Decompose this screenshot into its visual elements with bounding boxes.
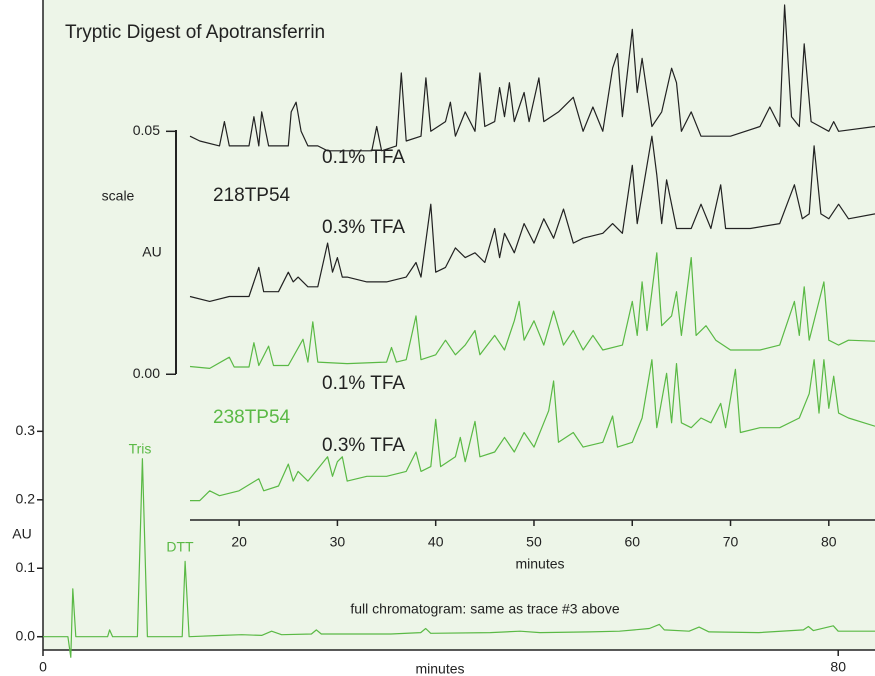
x-tick-label: 80 [830, 659, 846, 675]
x-tick-label: 30 [330, 534, 346, 550]
annotation: DTT [166, 539, 194, 555]
series-label: 0.1% TFA [322, 373, 405, 394]
x-axis-label: minutes [415, 661, 464, 676]
x-tick-label: 80 [821, 534, 837, 550]
x-tick-label: 0 [39, 659, 47, 675]
inset-x-axis-label: minutes [515, 556, 564, 572]
column-label: 218TP54 [213, 185, 291, 206]
y-tick-label: 0.0 [16, 627, 36, 643]
y-tick-label: 0.1 [16, 559, 36, 575]
x-tick-label: 60 [624, 534, 640, 550]
column-label: 238TP54 [213, 407, 291, 428]
x-tick-label: 40 [428, 534, 444, 550]
trace [189, 135, 875, 302]
y-tick-label: 0.3 [16, 422, 36, 438]
series-label: 0.3% TFA [322, 435, 405, 456]
series-label: 0.3% TFA [322, 217, 405, 238]
annotation: Tris [129, 441, 152, 457]
trace [190, 359, 875, 502]
series-label: 0.1% TFA [322, 147, 405, 168]
chart-title: Tryptic Digest of Apotransferrin [65, 22, 325, 43]
y-axis-label: AU [12, 526, 31, 542]
series-label: full chromatogram: same as trace #3 abov… [350, 601, 619, 617]
plot-background [43, 0, 875, 650]
inset-y-axis-label: AU [142, 244, 161, 260]
trace [189, 4, 875, 152]
x-tick-label: 20 [231, 534, 247, 550]
y-tick-label: 0.05 [133, 122, 160, 138]
trace [43, 458, 875, 658]
trace [189, 252, 875, 369]
x-tick-label: 70 [723, 534, 739, 550]
x-tick-label: 50 [526, 534, 542, 550]
y-tick-label: 0.2 [16, 490, 36, 506]
scale-label: scale [102, 188, 135, 204]
y-tick-label: 0.00 [133, 365, 160, 381]
